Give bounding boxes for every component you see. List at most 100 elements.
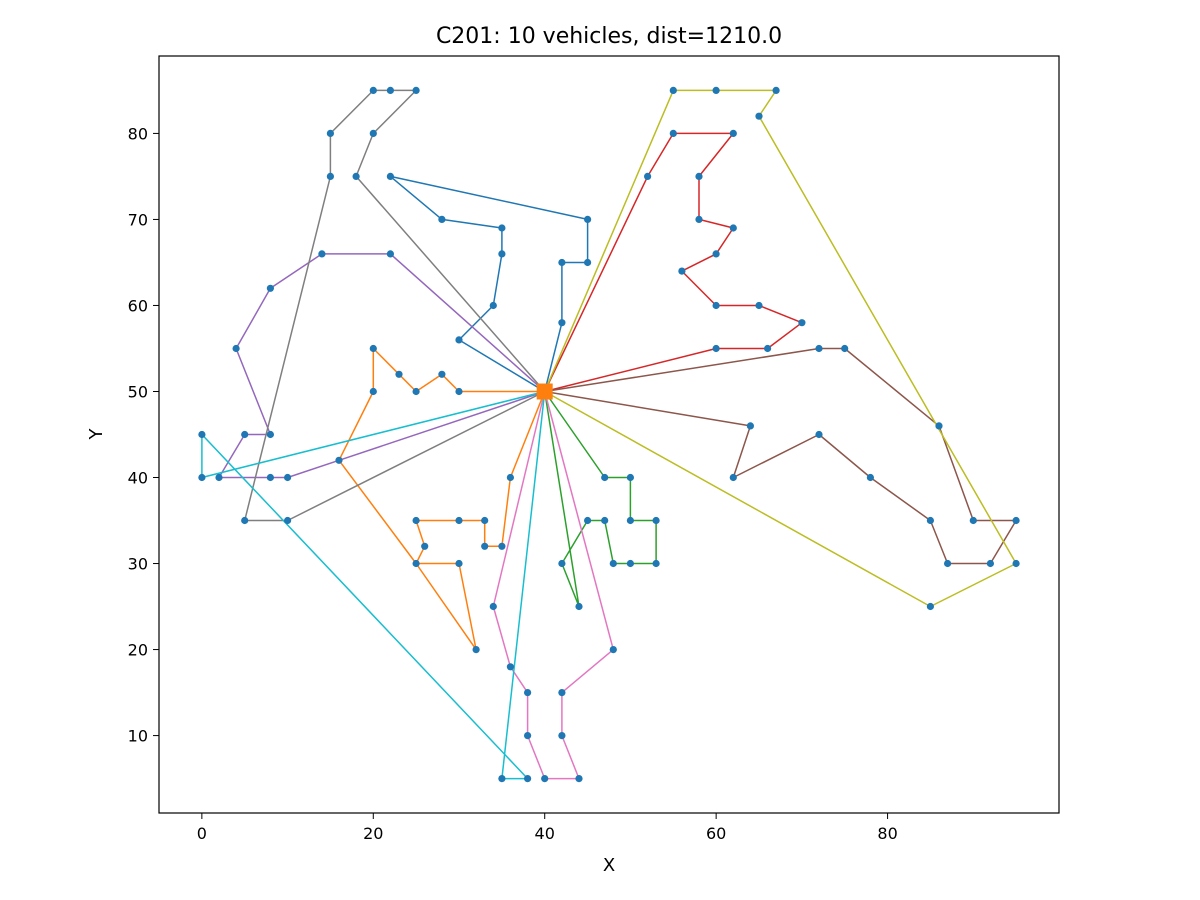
customer-point	[815, 430, 823, 439]
customer-point	[986, 559, 995, 568]
customer-point	[669, 86, 677, 94]
customers-layer	[198, 86, 1020, 783]
customer-point	[926, 602, 935, 611]
y-tick-label: 40	[128, 469, 148, 488]
customer-point	[575, 602, 583, 611]
customer-point	[609, 646, 617, 654]
customer-point	[729, 129, 737, 137]
customer-point	[506, 663, 514, 671]
customer-point	[729, 473, 737, 482]
customer-point	[652, 559, 660, 568]
customer-point	[198, 473, 206, 482]
customer-point	[352, 172, 360, 180]
customer-point	[412, 516, 420, 525]
customer-point	[575, 775, 583, 783]
route-line-6	[544, 347, 1017, 565]
customer-point	[524, 775, 532, 783]
customer-point	[644, 172, 652, 180]
y-axis-label: Y	[86, 428, 107, 441]
customer-point	[369, 344, 377, 353]
customer-point	[601, 473, 609, 482]
customer-point	[369, 86, 377, 94]
customer-point	[866, 473, 875, 482]
customer-point	[326, 172, 334, 180]
customer-point	[558, 689, 566, 697]
customer-point	[1012, 559, 1020, 568]
y-tick-label: 80	[128, 124, 148, 143]
customer-point	[926, 516, 935, 525]
customer-point	[764, 344, 772, 353]
customer-point	[412, 86, 420, 94]
y-tick-label: 30	[128, 555, 148, 574]
customer-point	[395, 370, 403, 378]
customer-point	[695, 215, 703, 223]
customer-point	[746, 422, 755, 430]
customer-point	[232, 344, 240, 353]
customer-point	[369, 387, 377, 396]
customer-point	[712, 301, 720, 310]
customer-point	[815, 344, 823, 353]
route-line-10	[201, 390, 546, 780]
customer-point	[386, 86, 394, 94]
customer-point	[541, 775, 549, 783]
customer-point	[609, 559, 617, 568]
customer-point	[558, 559, 566, 568]
customer-point	[558, 319, 566, 327]
customer-point	[626, 559, 635, 568]
customer-point	[626, 473, 635, 482]
customer-point	[438, 215, 446, 223]
route-line-1	[389, 175, 589, 393]
customer-point	[369, 129, 377, 137]
y-tick-label: 70	[128, 210, 148, 229]
customer-point	[318, 250, 326, 258]
customer-point	[455, 559, 463, 568]
x-tick-label: 20	[363, 824, 383, 843]
customer-point	[241, 516, 249, 525]
customer-point	[584, 215, 592, 223]
customer-point	[558, 258, 566, 267]
customer-point	[695, 172, 703, 180]
customer-point	[506, 473, 514, 482]
y-tick-label: 60	[128, 296, 148, 315]
customer-point	[678, 267, 686, 275]
customer-point	[524, 689, 532, 697]
depot-marker	[536, 383, 553, 400]
customer-point	[712, 86, 720, 94]
customer-point	[266, 284, 274, 292]
customer-point	[498, 775, 506, 783]
customer-point	[755, 301, 763, 310]
customer-point	[558, 732, 566, 740]
customer-point	[584, 516, 592, 525]
customer-point	[455, 336, 463, 344]
x-tick-label: 60	[706, 824, 726, 843]
x-tick-label: 80	[877, 824, 897, 843]
customer-point	[489, 602, 497, 611]
customer-point	[455, 516, 463, 525]
customer-point	[284, 473, 292, 482]
plot-frame	[158, 55, 1060, 814]
customer-point	[669, 129, 677, 137]
customer-point	[944, 559, 952, 568]
customer-point	[935, 422, 943, 430]
customer-point	[772, 86, 780, 94]
customer-point	[498, 224, 506, 232]
customer-point	[386, 250, 394, 258]
customer-point	[652, 516, 660, 525]
customer-point	[335, 456, 343, 464]
customer-point	[412, 559, 420, 568]
customer-point	[215, 473, 223, 482]
route-line-5	[218, 253, 546, 479]
y-tick-label: 50	[128, 382, 148, 401]
customer-point	[729, 224, 737, 232]
customer-point	[266, 473, 274, 482]
customer-point	[198, 430, 206, 439]
y-tick-label: 20	[128, 641, 148, 660]
customer-point	[386, 172, 394, 180]
customer-point	[798, 319, 806, 327]
customer-point	[326, 129, 334, 137]
customer-point	[472, 646, 480, 654]
customer-point	[1012, 516, 1020, 525]
customer-point	[841, 344, 849, 353]
customer-point	[421, 542, 429, 550]
